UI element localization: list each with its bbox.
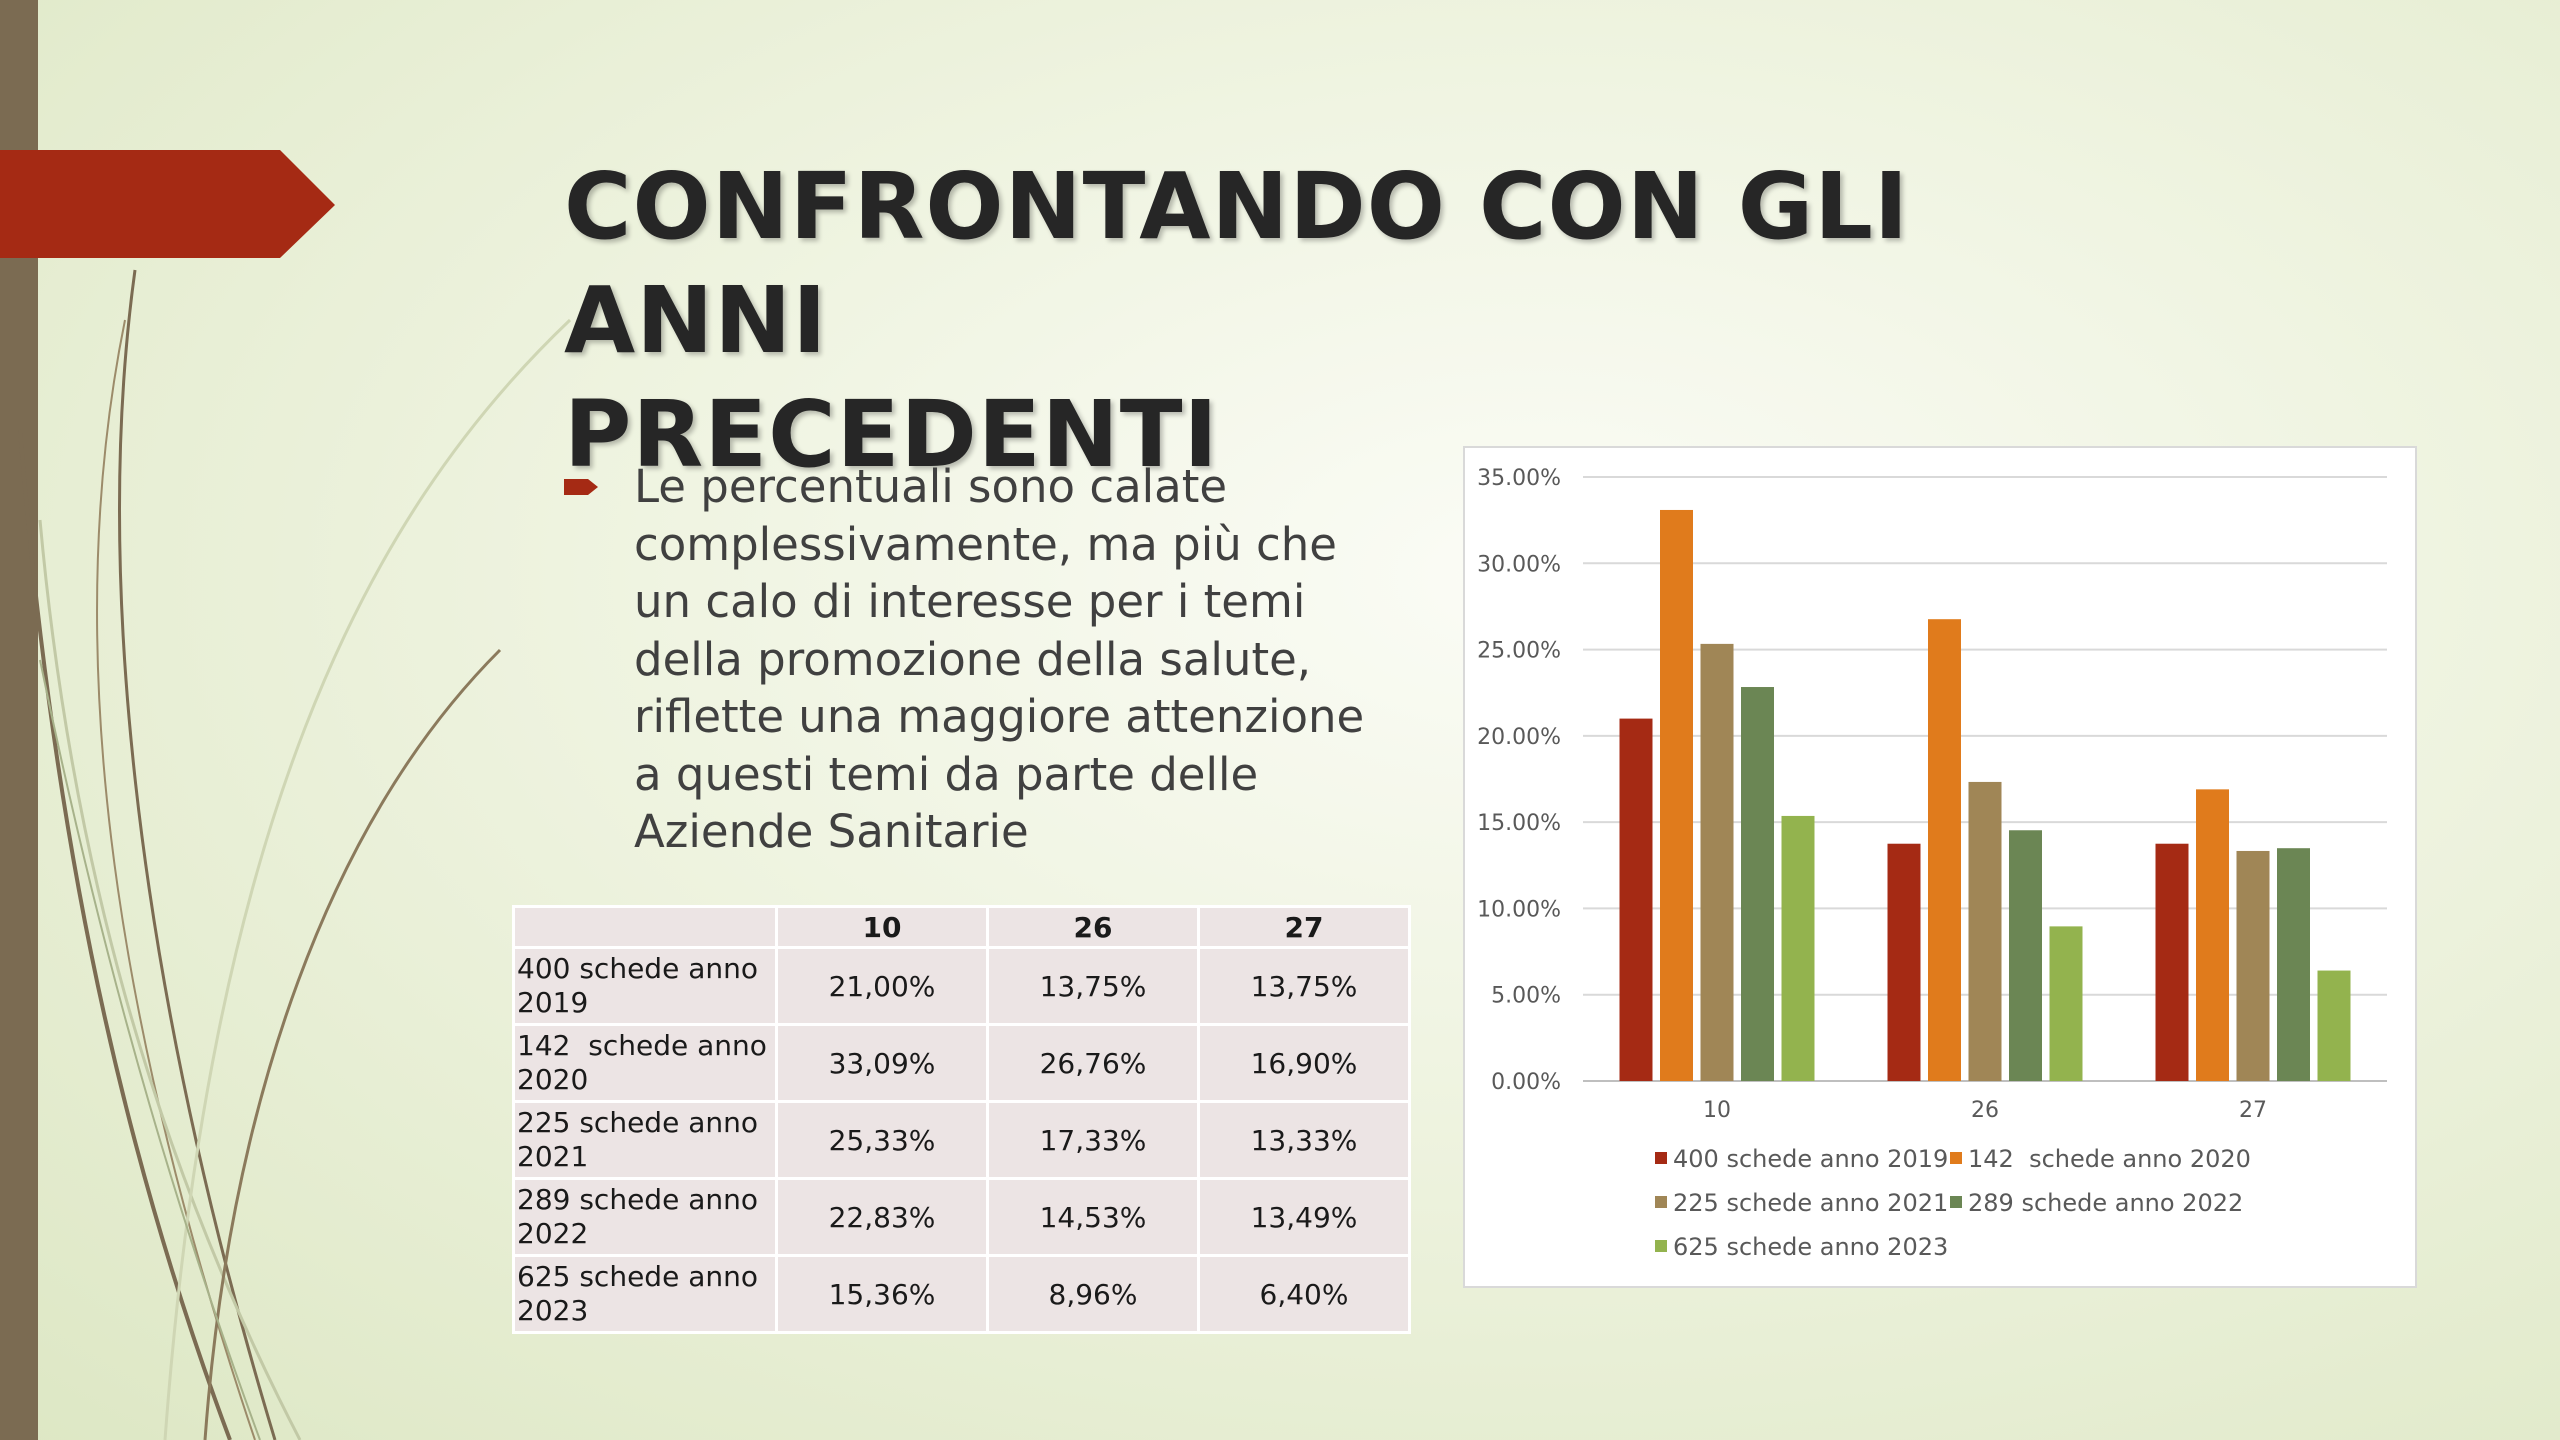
table-cell: 16,90% bbox=[1197, 1023, 1411, 1103]
bar bbox=[2196, 789, 2229, 1081]
table-cell: 21,00% bbox=[775, 946, 989, 1026]
table-row: 400 schede anno 2019 21,00% 13,75% 13,75… bbox=[512, 946, 1411, 1026]
table-cell: 26,76% bbox=[986, 1023, 1200, 1103]
bar-chart-svg: 0.00% 5.00% 10.00% 15.00% 20.00% 25.00% 30.00%… bbox=[1477, 466, 2387, 1261]
table-cell: 13,33% bbox=[1197, 1100, 1411, 1180]
legend-label: 625 schede anno 2023 bbox=[1673, 1233, 1948, 1261]
y-tick-label: 15.00% bbox=[1477, 811, 1561, 836]
table-cell: 8,96% bbox=[986, 1254, 1200, 1334]
x-tick-label: 27 bbox=[2239, 1098, 2267, 1123]
legend-label: 225 schede anno 2021 bbox=[1673, 1189, 1948, 1217]
bullet-text-line: un calo di interesse per i temi bbox=[634, 575, 1306, 628]
y-tick-label: 30.00% bbox=[1477, 552, 1561, 577]
legend-swatch bbox=[1655, 1196, 1667, 1208]
arrow-bullet-icon bbox=[564, 479, 598, 495]
table-row: 625 schede anno 2023 15,36% 8,96% 6,40% bbox=[512, 1254, 1411, 1334]
row-label-line: 2021 bbox=[517, 1140, 589, 1173]
bar bbox=[1781, 815, 1815, 1081]
row-label-line: 289 schede anno bbox=[517, 1183, 758, 1216]
table-cell: 25,33% bbox=[775, 1100, 989, 1180]
legend-swatch bbox=[1655, 1152, 1667, 1164]
table-cell: 6,40% bbox=[1197, 1254, 1411, 1334]
table-header-cell: 26 bbox=[986, 905, 1200, 949]
table-cell: 33,09% bbox=[775, 1023, 989, 1103]
row-label-line: 400 schede anno bbox=[517, 952, 758, 985]
row-label-line: 2020 bbox=[517, 1063, 589, 1096]
slide-title: CONFRONTANDO CON GLI ANNI PRECEDENTI bbox=[564, 150, 2164, 492]
bar bbox=[1887, 843, 1921, 1081]
table-cell: 13,49% bbox=[1197, 1177, 1411, 1257]
bullet-text-line: Le percentuali sono calate bbox=[634, 460, 1228, 513]
table-row-label: 400 schede anno 2019 bbox=[512, 946, 778, 1026]
data-table: 10 26 27 400 schede anno 2019 21,00% 13,… bbox=[512, 905, 1411, 1334]
table-row: 225 schede anno 2021 25,33% 17,33% 13,33… bbox=[512, 1100, 1411, 1180]
table-header-cell: 27 bbox=[1197, 905, 1411, 949]
slide-title-line1: CONFRONTANDO CON GLI ANNI bbox=[564, 153, 1910, 374]
y-tick-label: 5.00% bbox=[1491, 984, 1561, 1009]
bar bbox=[1928, 619, 1961, 1081]
table-row-label: 289 schede anno 2022 bbox=[512, 1177, 778, 1257]
row-label-line: 2023 bbox=[517, 1294, 589, 1327]
bar bbox=[2236, 850, 2270, 1081]
table-row: 289 schede anno 2022 22,83% 14,53% 13,49… bbox=[512, 1177, 1411, 1257]
table-header-cell bbox=[512, 905, 778, 949]
row-label-line: 2022 bbox=[517, 1217, 589, 1250]
bar bbox=[2317, 970, 2351, 1081]
row-label-line: 2019 bbox=[517, 986, 589, 1019]
y-tick-label: 35.00% bbox=[1477, 466, 1561, 491]
y-tick-label: 25.00% bbox=[1477, 639, 1561, 664]
y-tick-label: 20.00% bbox=[1477, 725, 1561, 750]
table-cell: 13,75% bbox=[986, 946, 1200, 1026]
x-tick-label: 26 bbox=[1971, 1098, 1999, 1123]
bar bbox=[2277, 848, 2310, 1081]
bar bbox=[2155, 843, 2189, 1081]
slide-title-line2: PRECEDENTI bbox=[564, 381, 1219, 488]
legend-swatch bbox=[1950, 1196, 1962, 1208]
bar bbox=[1700, 643, 1734, 1081]
bar bbox=[1619, 718, 1653, 1081]
legend-label: 400 schede anno 2019 bbox=[1673, 1145, 1948, 1173]
x-tick-label: 10 bbox=[1703, 1098, 1731, 1123]
table-cell: 14,53% bbox=[986, 1177, 1200, 1257]
table-row-label: 142 schede anno 2020 bbox=[512, 1023, 778, 1103]
legend-swatch bbox=[1950, 1152, 1962, 1164]
table-cell: 17,33% bbox=[986, 1100, 1200, 1180]
row-label-line: 625 schede anno bbox=[517, 1260, 758, 1293]
decorative-swoosh bbox=[18, 269, 572, 1440]
bar bbox=[1741, 687, 1774, 1081]
bar bbox=[2009, 830, 2042, 1081]
y-tick-label: 0.00% bbox=[1491, 1070, 1561, 1095]
legend-label: 289 schede anno 2022 bbox=[1968, 1189, 2243, 1217]
table-header-cell: 10 bbox=[775, 905, 989, 949]
title-arrow-shape bbox=[0, 150, 335, 258]
legend-label: 142 schede anno 2020 bbox=[1968, 1145, 2251, 1173]
table-cell: 13,75% bbox=[1197, 946, 1411, 1026]
bar bbox=[2049, 926, 2083, 1081]
bullet-text-line: Aziende Sanitarie bbox=[634, 805, 1029, 858]
bar-chart: 0.00% 5.00% 10.00% 15.00% 20.00% 25.00% 30.00%… bbox=[1463, 446, 2417, 1288]
table-cell: 22,83% bbox=[775, 1177, 989, 1257]
legend-swatch bbox=[1655, 1240, 1667, 1252]
table-row: 142 schede anno 2020 33,09% 26,76% 16,90… bbox=[512, 1023, 1411, 1103]
y-tick-label: 10.00% bbox=[1477, 897, 1561, 922]
table-row-label: 225 schede anno 2021 bbox=[512, 1100, 778, 1180]
bullet-text-line: riflette una maggiore attenzione bbox=[634, 690, 1365, 743]
bullet-text-line: a questi temi da parte delle bbox=[634, 747, 1259, 801]
row-label-line: 142 schede anno bbox=[517, 1029, 767, 1062]
table-row-label: 625 schede anno 2023 bbox=[512, 1254, 778, 1334]
table-cell: 15,36% bbox=[775, 1254, 989, 1334]
row-label-line: 225 schede anno bbox=[517, 1106, 758, 1139]
bullet-text-line: della promozione della salute, bbox=[634, 632, 1312, 686]
bullet-text-line: complessivamente, ma più che bbox=[634, 517, 1337, 571]
bar bbox=[1660, 509, 1693, 1081]
bar bbox=[1968, 781, 2002, 1081]
table-header-row: 10 26 27 bbox=[512, 905, 1411, 949]
bullet-text: Le percentuali sono calate complessivame… bbox=[634, 458, 1434, 861]
